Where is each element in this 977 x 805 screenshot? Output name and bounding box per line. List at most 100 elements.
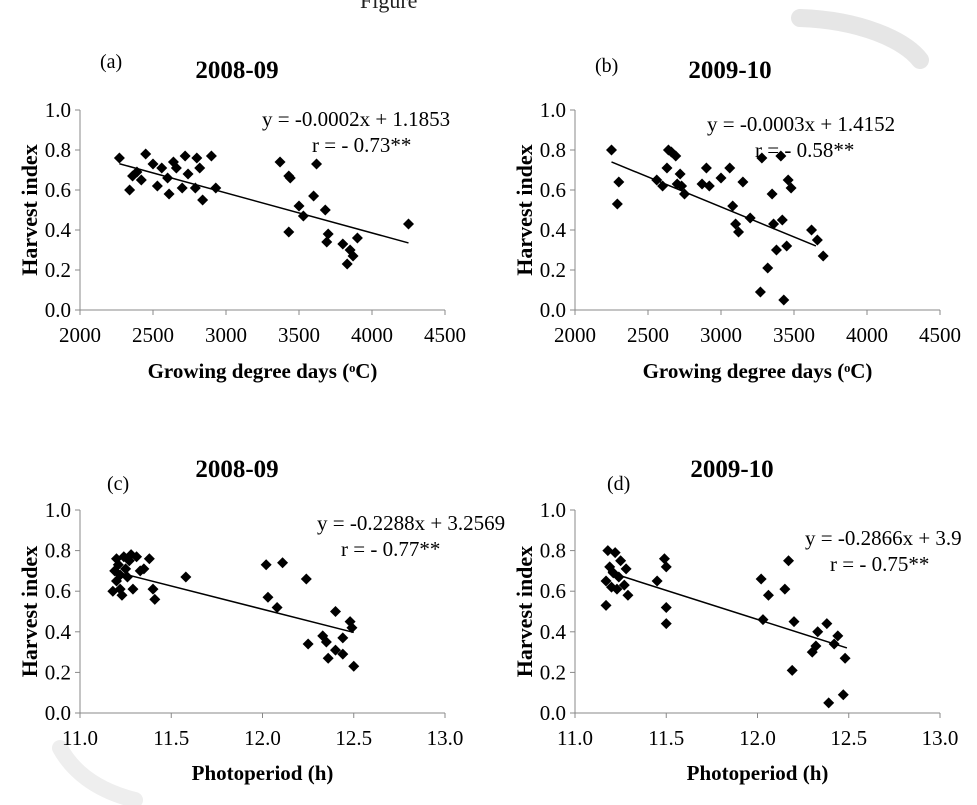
y-tick-label: 0.0 — [540, 298, 566, 322]
x-tick-label: 3500 — [278, 323, 320, 347]
data-point — [182, 168, 194, 180]
data-point — [839, 652, 851, 664]
data-point — [320, 636, 332, 648]
data-point — [337, 648, 349, 660]
data-point — [823, 697, 835, 709]
data-point — [284, 172, 296, 184]
trend-line — [607, 571, 848, 649]
data-point — [113, 152, 125, 164]
y-tick-label: 0.2 — [540, 258, 566, 282]
data-point — [293, 200, 305, 212]
data-point — [806, 224, 818, 236]
data-point — [140, 148, 152, 160]
data-point — [737, 176, 749, 188]
data-point — [744, 212, 756, 224]
data-point — [715, 172, 727, 184]
data-point — [811, 234, 823, 246]
data-point — [138, 563, 150, 575]
data-point — [660, 601, 672, 613]
data-point — [620, 563, 632, 575]
data-point — [600, 575, 612, 587]
data-point — [170, 162, 182, 174]
chart-title: 2008-09 — [195, 456, 278, 483]
x-tick-label: 12.5 — [830, 726, 867, 750]
x-tick-label: 3000 — [205, 323, 247, 347]
data-point — [260, 559, 272, 571]
y-tick-label: 0.8 — [45, 138, 71, 162]
data-point — [351, 232, 363, 244]
data-point — [786, 664, 798, 676]
data-point — [120, 563, 132, 575]
y-tick-label: 1.0 — [540, 98, 566, 122]
data-point — [322, 652, 334, 664]
y-axis-label: Harvest index — [17, 546, 42, 677]
x-tick-label: 4500 — [919, 323, 961, 347]
chart-panel: 0.0 0.2 0.4 0.6 0.8 1.0 2000 2500 3000 3500 4000 45… — [512, 55, 961, 383]
y-tick-label: 0.6 — [540, 579, 566, 603]
y-axis-label: Harvest index — [17, 144, 42, 275]
data-point — [828, 638, 840, 650]
data-point — [670, 150, 682, 162]
y-tick-label: 0.2 — [540, 660, 566, 684]
x-axis-label: Growing degree days (ᵒC) — [643, 359, 873, 383]
data-point — [346, 622, 358, 634]
data-point — [116, 589, 128, 601]
x-tick-label: 3500 — [773, 323, 815, 347]
data-point — [321, 236, 333, 248]
regression-equation: y = -0.0003x + 1.4152 — [707, 112, 895, 136]
data-point — [330, 606, 341, 617]
x-tick-label: 12.0 — [244, 726, 281, 750]
y-tick-label: 1.0 — [45, 98, 71, 122]
x-tick-label: 2500 — [132, 323, 174, 347]
data-point — [810, 640, 822, 652]
data-point — [755, 573, 767, 585]
x-tick-label: 2000 — [554, 323, 596, 347]
y-tick-label: 0.8 — [540, 138, 566, 162]
panel-label: (d) — [607, 473, 630, 495]
data-point — [778, 294, 790, 306]
data-point — [189, 182, 201, 194]
data-point — [609, 547, 621, 559]
data-point — [162, 172, 174, 184]
x-tick-label: 13.0 — [427, 726, 464, 750]
data-point — [615, 555, 627, 567]
y-tick-label: 0.8 — [45, 539, 71, 563]
trend-line — [112, 570, 354, 634]
data-point — [832, 630, 844, 642]
data-point — [674, 168, 686, 180]
data-point — [611, 198, 623, 210]
data-point — [283, 226, 295, 238]
x-tick-label: 11.5 — [648, 726, 684, 750]
data-point — [262, 591, 274, 603]
data-point — [205, 150, 217, 162]
data-point — [322, 228, 334, 240]
data-point — [733, 226, 745, 238]
x-tick-label: 11.5 — [153, 726, 189, 750]
data-point — [337, 632, 349, 644]
data-point — [348, 660, 360, 672]
data-point — [657, 180, 669, 192]
y-tick-label: 0.6 — [540, 178, 566, 202]
chart-panel: 0.0 0.2 0.4 0.6 0.8 1.0 11.0 11.5 12.0 12.5 13.0 20… — [17, 456, 505, 785]
data-point — [308, 190, 320, 202]
data-point — [812, 626, 824, 638]
chart-title: 2008-09 — [195, 57, 278, 84]
x-tick-label: 4000 — [846, 323, 888, 347]
x-tick-label: 4000 — [351, 323, 393, 347]
x-tick-label: 12.5 — [335, 726, 372, 750]
data-point — [337, 238, 349, 250]
x-tick-label: 11.0 — [557, 726, 593, 750]
data-point — [618, 579, 630, 591]
data-point — [347, 250, 359, 262]
y-tick-label: 0.6 — [45, 178, 71, 202]
x-axis-label: Photoperiod (h) — [687, 761, 829, 785]
data-point — [700, 162, 712, 174]
data-point — [127, 583, 139, 595]
data-point — [788, 616, 800, 628]
data-point — [176, 182, 188, 194]
data-point — [179, 150, 191, 162]
data-point — [611, 583, 623, 595]
data-point — [779, 583, 791, 595]
chart-panel: 0.0 0.2 0.4 0.6 0.8 1.0 2000 2500 3000 3500 4000 45… — [17, 51, 466, 383]
